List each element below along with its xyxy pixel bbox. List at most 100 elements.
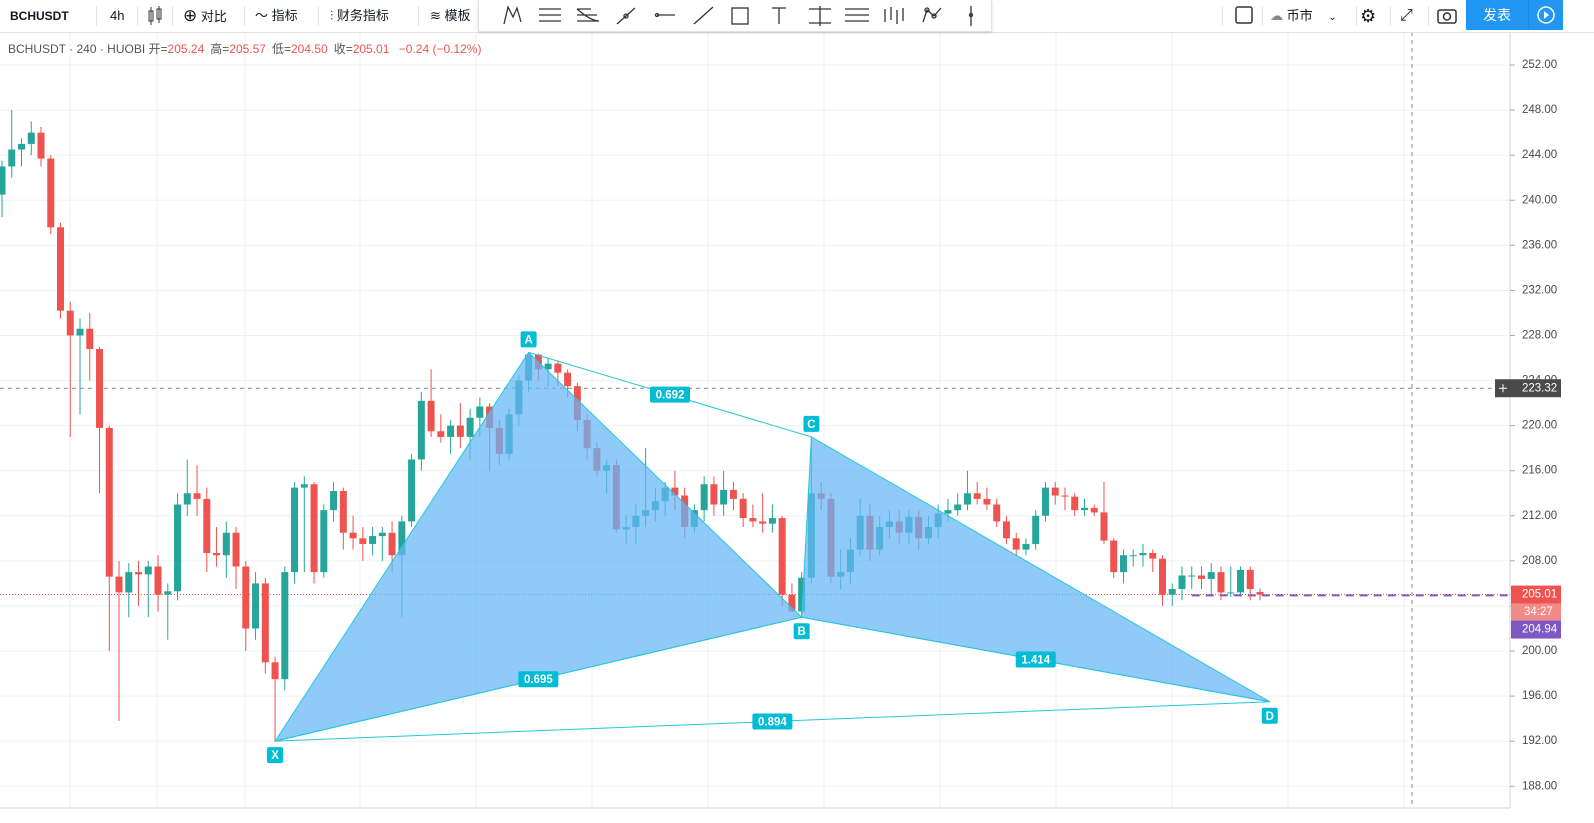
candle-body xyxy=(213,552,221,556)
layout-button[interactable] xyxy=(1234,5,1256,27)
pitchfork-tool[interactable] xyxy=(576,8,600,22)
candle-body xyxy=(1090,507,1098,513)
legend-label: 收= xyxy=(333,42,353,56)
legend-resolution: 240 xyxy=(76,42,97,56)
financials-button[interactable]: ⫶ 财务指标 xyxy=(330,0,389,32)
y-tick-label: 232.00 xyxy=(1522,284,1557,296)
price-lines xyxy=(0,387,1510,597)
publish-button[interactable]: 发表 xyxy=(1466,0,1528,30)
point-label-bg xyxy=(1261,707,1278,724)
candle-body xyxy=(1217,572,1225,593)
candle-body xyxy=(788,594,796,612)
last-price-label: 205.01 xyxy=(1522,589,1557,601)
y-tick-label: 208.00 xyxy=(1522,555,1557,567)
countdown-tag xyxy=(1511,603,1561,621)
horizontal-ray-tool[interactable] xyxy=(654,12,676,18)
measure-tool[interactable] xyxy=(809,6,831,26)
point-label: B xyxy=(798,626,806,638)
brush-tool[interactable] xyxy=(884,7,904,24)
candle-body xyxy=(47,158,55,228)
template-icon: ≋ xyxy=(430,8,441,23)
separator xyxy=(96,6,97,26)
separator xyxy=(318,6,319,26)
indicators-button[interactable]: 〜 指标 xyxy=(255,0,298,32)
interval-button[interactable]: 4h xyxy=(110,8,125,23)
ratio-label: 1.414 xyxy=(1021,655,1050,667)
shapes-tool[interactable] xyxy=(922,7,942,23)
candle-body xyxy=(310,484,318,573)
candle-body xyxy=(1002,521,1010,539)
ratio-label: 0.894 xyxy=(758,716,787,728)
candle-body xyxy=(554,363,562,373)
candle-body xyxy=(135,572,143,575)
y-tick-label: 236.00 xyxy=(1522,239,1557,251)
indicator-icon: 〜 xyxy=(255,8,269,23)
ratio-label-bg xyxy=(650,386,691,403)
xabcd-pattern[interactable]: 0.695 0.692 1.414 0.894 X A B C D xyxy=(267,331,1278,764)
ratio-label: 0.695 xyxy=(524,674,553,686)
candle-body xyxy=(954,504,962,511)
y-tick-label: 228.00 xyxy=(1522,330,1557,342)
compare-button[interactable]: ⊕ 对比 xyxy=(183,0,227,32)
candle-body xyxy=(710,484,718,505)
chart-type-button[interactable] xyxy=(146,4,164,28)
candle-body xyxy=(1168,589,1176,595)
candle-body xyxy=(105,427,113,577)
arrow-tool[interactable] xyxy=(616,7,636,25)
text-tool[interactable] xyxy=(772,7,786,24)
candle-body xyxy=(456,425,464,437)
candle-body xyxy=(700,484,708,511)
ratio-label-bg xyxy=(752,713,793,730)
separator xyxy=(1222,6,1223,26)
market-button[interactable]: ☁ 币市 ⌄ xyxy=(1270,0,1337,32)
trend-line-tool[interactable] xyxy=(693,6,714,25)
rectangle-tool[interactable] xyxy=(731,7,749,25)
parallel-lines-tool[interactable] xyxy=(539,8,561,22)
y-tick-label: 244.00 xyxy=(1522,149,1557,161)
separator xyxy=(1390,6,1391,26)
fullscreen-button[interactable]: ⤢ xyxy=(1400,7,1413,24)
point-label-bg xyxy=(520,331,537,348)
bars-icon: ⫶ xyxy=(330,8,334,23)
candle-body xyxy=(1012,538,1020,550)
candle-body xyxy=(417,400,425,460)
settings-button[interactable]: ⚙ xyxy=(1360,6,1377,26)
candle-body xyxy=(1158,558,1166,595)
candle-body xyxy=(749,518,757,522)
legend-value: 205.24 xyxy=(167,42,205,56)
candle-body xyxy=(1139,552,1147,556)
legend-value: 205.01 xyxy=(352,42,390,56)
countdown-label: 34:27 xyxy=(1524,606,1553,618)
y-tick-label: 212.00 xyxy=(1522,510,1557,522)
candle-body xyxy=(1061,495,1069,497)
symbol-button[interactable]: BCHUSDT xyxy=(10,9,69,23)
y-tick-label: 248.00 xyxy=(1522,104,1557,116)
candle-body xyxy=(1207,572,1215,579)
replay-button[interactable] xyxy=(1528,0,1563,30)
candle-body xyxy=(18,143,26,150)
candle-body xyxy=(66,310,74,336)
templates-button[interactable]: ≋ 模板 xyxy=(430,0,471,32)
vertical-tool[interactable] xyxy=(968,6,974,26)
candle-body xyxy=(232,532,240,567)
candle-body xyxy=(944,510,952,514)
snapshot-button[interactable] xyxy=(1436,5,1458,27)
fib-tool[interactable] xyxy=(845,8,869,22)
legend-label: 高= xyxy=(210,42,230,56)
candle-body xyxy=(778,518,786,595)
legend-change: −0.24 (−0.12%) xyxy=(398,42,482,56)
candle-body xyxy=(281,572,289,680)
candle-body xyxy=(1197,575,1205,579)
legend: BCHUSDT · 240 · HUOBI 开=205.24 高=205.57 低=… xyxy=(8,42,482,56)
grid xyxy=(0,64,1510,787)
pattern-tool[interactable] xyxy=(503,5,522,25)
separator xyxy=(244,6,245,26)
candle-body xyxy=(1178,575,1186,590)
candle-body xyxy=(768,518,776,524)
ratio-label-bg xyxy=(1015,651,1056,668)
y-tick-label: 216.00 xyxy=(1522,465,1557,477)
candle-body xyxy=(27,132,35,144)
candle-body xyxy=(973,493,981,499)
candle-body xyxy=(349,532,357,539)
